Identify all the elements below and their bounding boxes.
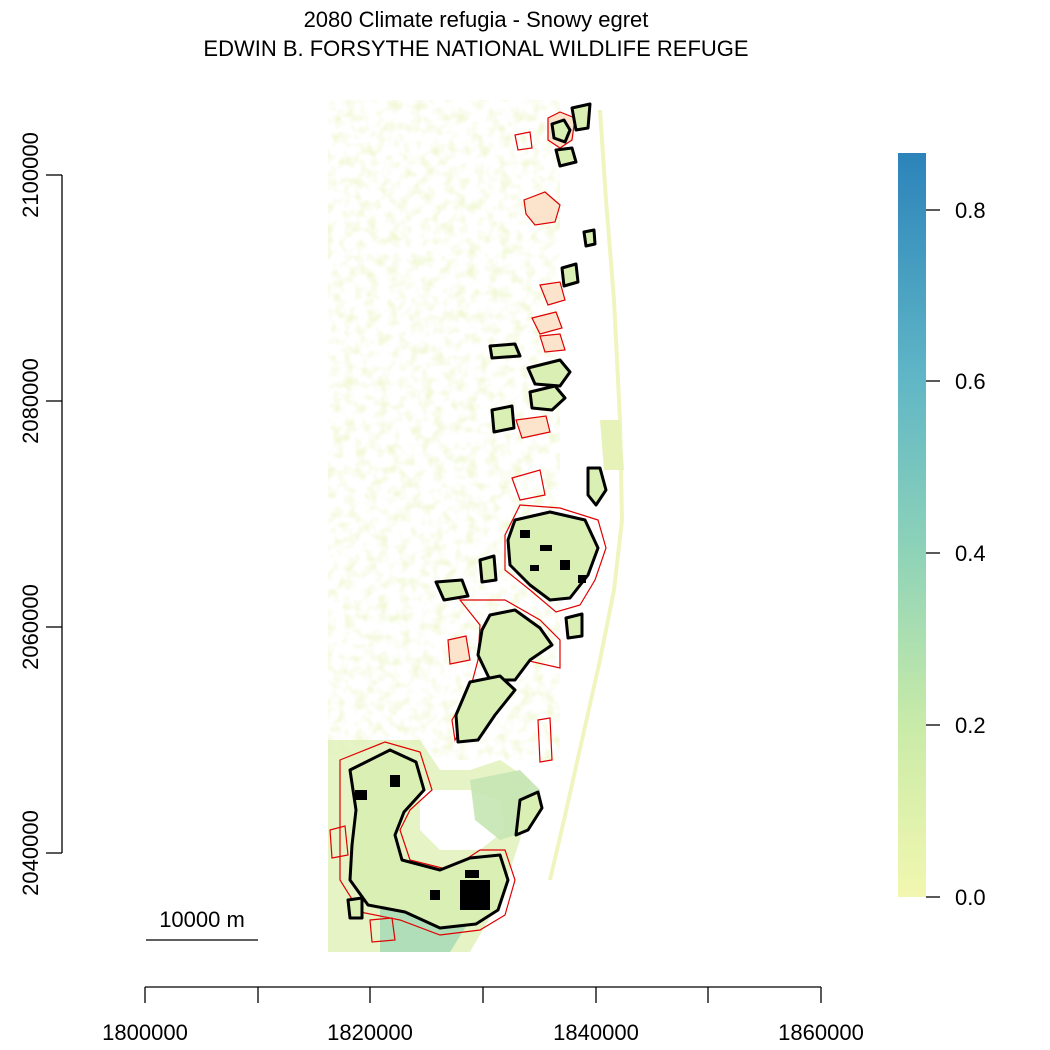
scale-bar-label: 10000 m <box>159 907 245 932</box>
x-tick-label: 1820000 <box>327 1020 413 1045</box>
x-tick-label: 1800000 <box>102 1020 188 1045</box>
colorbar <box>898 153 926 897</box>
colorbar-tick-label: 0.2 <box>955 713 986 738</box>
y-axis: 2100000 2080000 2060000 2040000 <box>18 132 63 896</box>
x-axis: 1800000 1820000 1840000 1860000 <box>102 986 864 1045</box>
y-tick-label: 2040000 <box>18 810 43 896</box>
y-tick-label: 2100000 <box>18 132 43 218</box>
map-title-line1: 2080 Climate refugia - Snowy egret <box>304 7 649 32</box>
y-tick-label: 2080000 <box>18 358 43 444</box>
y-tick-label: 2060000 <box>18 584 43 670</box>
scale-bar: 10000 m <box>146 907 258 941</box>
colorbar-tick-label: 0.8 <box>955 198 986 223</box>
colorbar-tick-label: 0.6 <box>955 369 986 394</box>
colorbar-tick-label: 0.0 <box>955 885 986 910</box>
refuge-boundaries <box>329 102 608 943</box>
colorbar-tick-label: 0.4 <box>955 541 986 566</box>
x-tick-label: 1840000 <box>553 1020 639 1045</box>
colorbar-legend: 0.0 0.2 0.4 0.6 0.8 <box>898 153 986 910</box>
x-tick-label: 1860000 <box>778 1020 864 1045</box>
map-title-line2: EDWIN B. FORSYTHE NATIONAL WILDLIFE REFU… <box>203 36 748 61</box>
map-panel <box>328 100 624 952</box>
